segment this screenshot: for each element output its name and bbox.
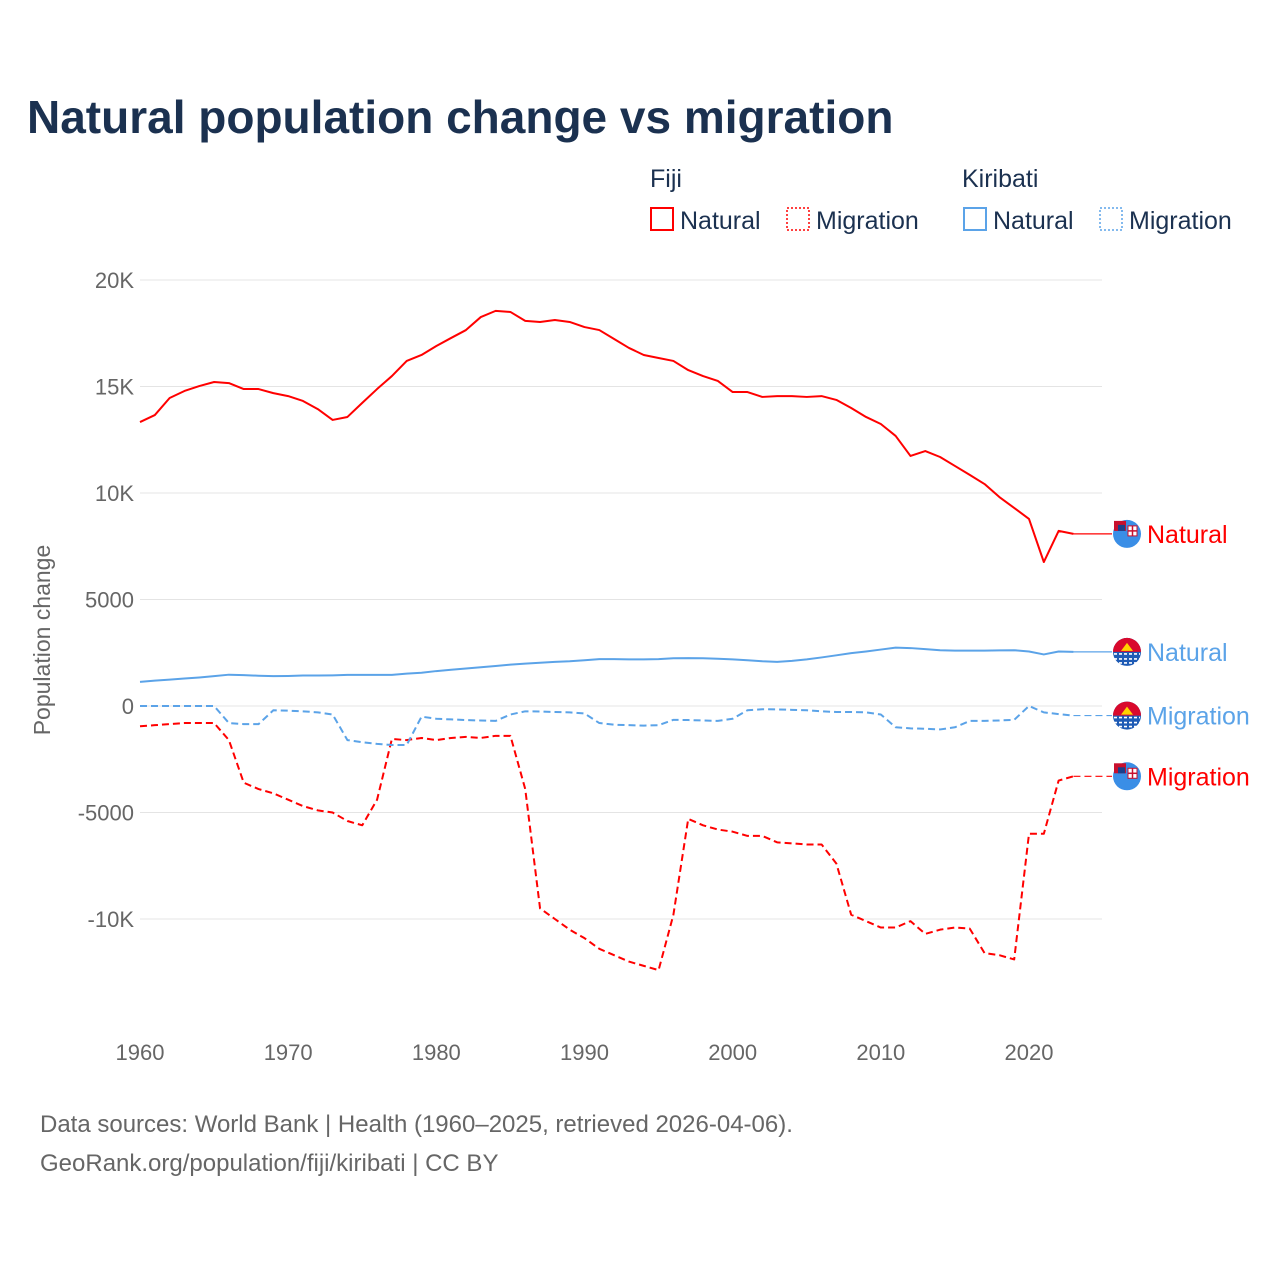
legend-swatch-kiribati-migration xyxy=(1099,207,1123,231)
footer-source: Data sources: World Bank | Health (1960–… xyxy=(40,1111,793,1138)
y-tick-label: 20K xyxy=(95,268,134,293)
series-line-kiribati-migration xyxy=(140,705,1074,746)
series-line-fiji-migration xyxy=(139,722,1074,972)
y-tick-label: 0 xyxy=(122,694,134,719)
legend-group-kiribati: Kiribati xyxy=(962,165,1038,193)
fiji-flag-icon xyxy=(1113,762,1141,791)
legend-label-kiribati-natural: Natural xyxy=(993,207,1074,235)
end-label-kiribati-natural: Natural xyxy=(1147,639,1228,667)
y-tick-label: -5000 xyxy=(78,801,134,826)
y-tick-label: 5000 xyxy=(85,588,134,613)
legend-swatch-kiribati-natural xyxy=(963,207,987,231)
x-tick-label: 2020 xyxy=(1005,1040,1054,1065)
x-tick-label: 1990 xyxy=(560,1040,609,1065)
end-labels: Natural Migration Natural Migration xyxy=(1073,519,1250,791)
x-tick-label: 1960 xyxy=(116,1040,165,1065)
chart-title: Natural population change vs migration xyxy=(27,91,893,143)
legend-label-fiji-natural: Natural xyxy=(680,207,761,235)
kiribati-flag-icon xyxy=(1113,637,1141,666)
y-tick-label: 15K xyxy=(95,375,134,400)
end-label-kiribati-migration: Migration xyxy=(1147,703,1250,731)
series-line-kiribati-natural xyxy=(139,646,1074,683)
x-tick-label: 2000 xyxy=(708,1040,757,1065)
y-axis: 20K 15K 10K 5000 0 -5000 -10K xyxy=(78,268,135,932)
x-tick-label: 2010 xyxy=(856,1040,905,1065)
footer-link[interactable]: GeoRank.org/population/fiji/kiribati | C… xyxy=(40,1150,498,1177)
series-lines xyxy=(139,309,1074,972)
legend-label-kiribati-migration: Migration xyxy=(1129,207,1232,235)
legend-swatch-fiji-migration xyxy=(786,207,810,231)
grid xyxy=(140,279,1102,920)
end-label-fiji-natural: Natural xyxy=(1147,521,1228,549)
legend: Fiji Kiribati Natural Migration Natural … xyxy=(650,165,1232,235)
y-tick-label: 10K xyxy=(95,481,134,506)
x-tick-label: 1970 xyxy=(264,1040,313,1065)
x-tick-label: 1980 xyxy=(412,1040,461,1065)
legend-swatch-fiji-natural xyxy=(650,207,674,231)
y-axis-label: Population change xyxy=(29,545,55,736)
x-axis: 1960 1970 1980 1990 2000 2010 2020 xyxy=(116,1040,1054,1065)
series-line-fiji-natural xyxy=(139,309,1074,564)
legend-label-fiji-migration: Migration xyxy=(816,207,919,235)
legend-group-fiji: Fiji xyxy=(650,165,682,193)
kiribati-flag-icon xyxy=(1113,701,1141,730)
fiji-flag-icon xyxy=(1113,519,1141,548)
end-label-fiji-migration: Migration xyxy=(1147,763,1250,791)
y-tick-label: -10K xyxy=(88,907,135,932)
